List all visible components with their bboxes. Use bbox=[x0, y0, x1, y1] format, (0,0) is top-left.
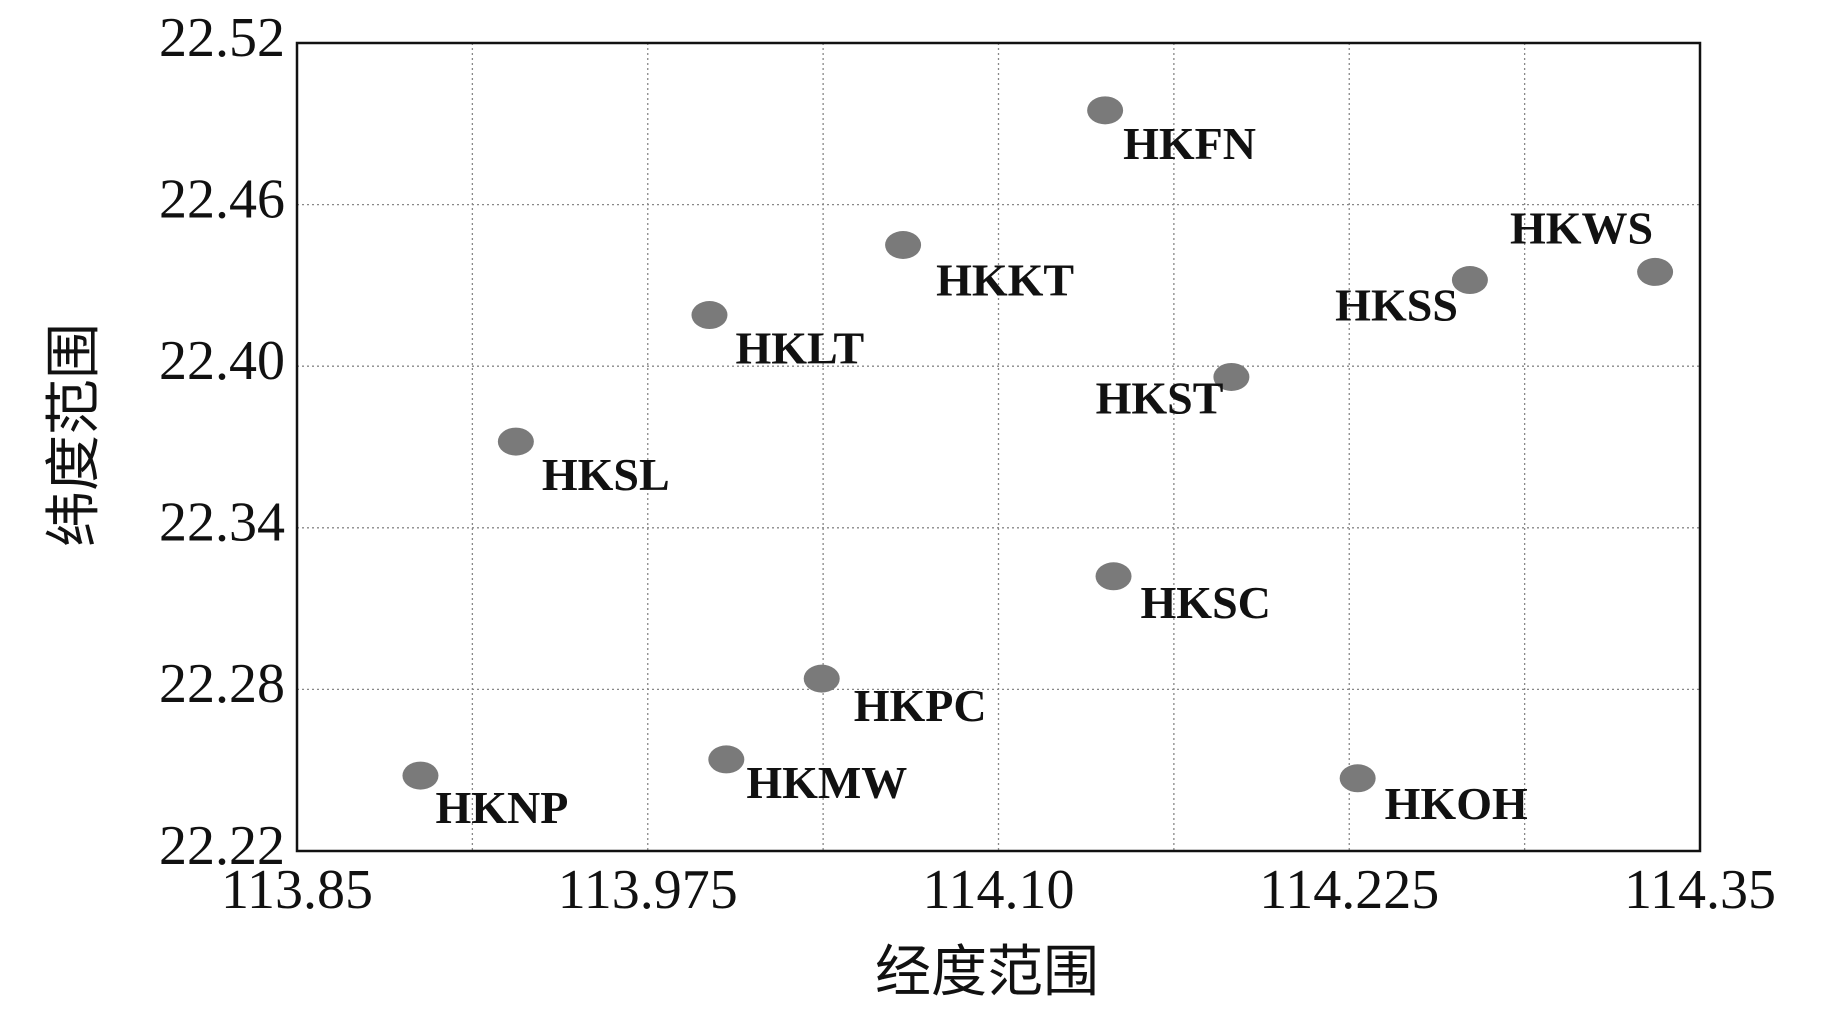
point-label: HKMW bbox=[746, 757, 907, 808]
point-label: HKFN bbox=[1123, 118, 1256, 169]
x-tick-label: 114.10 bbox=[923, 859, 1075, 921]
point-label: HKST bbox=[1096, 373, 1224, 424]
x-tick-label: 114.35 bbox=[1624, 859, 1776, 921]
x-tick-label: 113.85 bbox=[221, 859, 373, 921]
y-tick-label: 22.52 bbox=[159, 7, 285, 69]
point bbox=[497, 427, 534, 456]
point-label: HKPC bbox=[854, 680, 987, 731]
x-tick-label: 114.225 bbox=[1259, 859, 1439, 921]
point bbox=[803, 664, 840, 693]
point-label: HKNP bbox=[435, 782, 568, 833]
point bbox=[1637, 257, 1674, 286]
y-axis-title: 纬度范围 bbox=[44, 323, 106, 547]
point-label: HKSC bbox=[1141, 577, 1271, 628]
point bbox=[1095, 562, 1132, 591]
y-tick-label: 22.22 bbox=[159, 815, 285, 877]
point bbox=[402, 761, 439, 790]
point bbox=[708, 745, 745, 774]
point-label: HKWS bbox=[1510, 202, 1653, 253]
point bbox=[1213, 362, 1250, 391]
point bbox=[691, 301, 728, 330]
y-tick-label: 22.46 bbox=[159, 168, 285, 230]
point-label: HKSL bbox=[542, 449, 670, 500]
y-tick-label: 22.40 bbox=[159, 330, 285, 392]
point-label: HKKT bbox=[936, 255, 1074, 306]
point bbox=[1339, 764, 1376, 793]
point-label: HKOH bbox=[1385, 778, 1528, 829]
point-label: HKSS bbox=[1335, 280, 1458, 331]
y-tick-label: 22.28 bbox=[159, 653, 285, 715]
point bbox=[1451, 266, 1488, 295]
y-tick-label: 22.34 bbox=[159, 492, 285, 554]
plot-frame bbox=[295, 41, 1702, 853]
x-axis-title: 经度范围 bbox=[875, 942, 1099, 1004]
point bbox=[885, 231, 922, 259]
point-label: HKLT bbox=[735, 323, 864, 374]
x-tick-label: 113.975 bbox=[558, 859, 738, 921]
point bbox=[1087, 96, 1124, 125]
